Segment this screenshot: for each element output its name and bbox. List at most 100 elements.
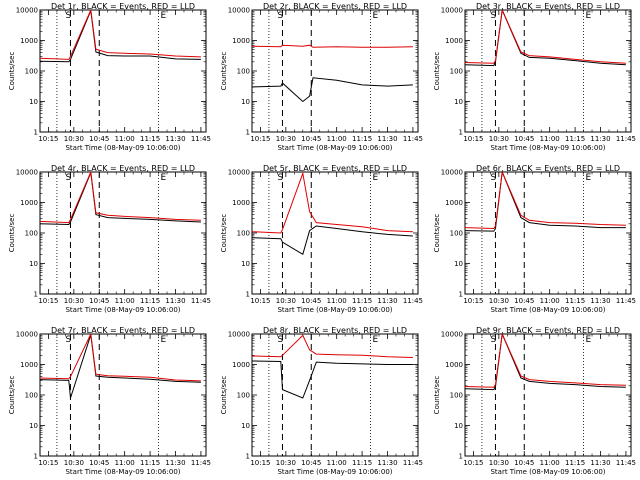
x-tick-label: 10:30 xyxy=(276,135,296,143)
x-tick-label: 11:45 xyxy=(616,459,636,467)
x-tick-label: 11:15 xyxy=(140,297,160,305)
x-tick-label: 10:30 xyxy=(64,459,84,467)
series-group xyxy=(40,172,201,226)
end-marker-label: E xyxy=(586,335,592,345)
events-series-line xyxy=(252,360,413,399)
x-tick-label: 10:15 xyxy=(463,135,483,143)
y-tick-label: 10000 xyxy=(441,169,463,177)
series-group xyxy=(465,334,626,391)
x-axis-label: Start Time (08-May-09 10:06:00) xyxy=(277,468,392,476)
x-tick-label: 11:45 xyxy=(616,135,636,143)
x-tick-label: 10:15 xyxy=(250,459,270,467)
x-tick-label: 10:15 xyxy=(250,135,270,143)
y-tick-label: 10 xyxy=(29,422,38,430)
start-marker-label: S xyxy=(65,11,71,21)
plot-frame xyxy=(251,9,419,133)
x-tick-label: 11:15 xyxy=(140,459,160,467)
chart-panel-9: Det 9r, BLACK = Events, RED = LLD 1 10 100 1… xyxy=(433,326,636,476)
chart-title: Det 1r, BLACK = Events, RED = LLD xyxy=(51,2,195,11)
start-marker-label: S xyxy=(277,335,283,345)
x-tick-label: 11:45 xyxy=(616,297,636,305)
x-tick-label: 10:45 xyxy=(301,135,321,143)
x-tick-label: 11:00 xyxy=(327,135,347,143)
x-tick-label: 10:45 xyxy=(514,135,534,143)
y-tick-label: 1000 xyxy=(20,199,38,207)
plot-frame xyxy=(251,333,419,457)
y-tick-label: 1 xyxy=(34,453,38,461)
start-marker-label: S xyxy=(490,173,496,183)
x-tick-label: 11:30 xyxy=(590,459,610,467)
events-series-line xyxy=(40,334,201,399)
y-tick-label: 10000 xyxy=(441,7,463,15)
y-tick-label: 1000 xyxy=(445,361,463,369)
y-axis-label: Counts/sec xyxy=(8,376,16,415)
y-axis-label: Counts/sec xyxy=(220,214,228,253)
y-tick-label: 100 xyxy=(450,230,463,238)
x-tick-label: 10:45 xyxy=(89,297,109,305)
end-marker-label: E xyxy=(373,335,379,345)
y-tick-label: 10000 xyxy=(441,331,463,339)
chart-title: Det 5r, BLACK = Events, RED = LLD xyxy=(263,164,407,173)
x-tick-label: 10:30 xyxy=(276,297,296,305)
x-tick-label: 10:45 xyxy=(301,297,321,305)
x-tick-label: 10:45 xyxy=(514,297,534,305)
lld-series-line xyxy=(40,10,201,60)
x-tick-label: 11:00 xyxy=(327,459,347,467)
x-tick-label: 11:00 xyxy=(540,459,560,467)
x-tick-label: 10:30 xyxy=(64,135,84,143)
y-tick-label: 1000 xyxy=(232,361,250,369)
x-tick-label: 10:30 xyxy=(489,135,509,143)
chart-panel-8: Det 8r, BLACK = Events, RED = LLD 1 10 100 1… xyxy=(220,326,423,476)
chart-title: Det 7r, BLACK = Events, RED = LLD xyxy=(51,326,195,335)
series-group xyxy=(252,172,413,256)
y-tick-label: 100 xyxy=(25,68,38,76)
y-tick-label: 10 xyxy=(241,260,250,268)
start-marker-label: S xyxy=(490,335,496,345)
end-marker-label: E xyxy=(373,173,379,183)
y-tick-label: 10 xyxy=(241,98,250,106)
y-tick-label: 1 xyxy=(459,453,463,461)
y-tick-label: 10 xyxy=(454,260,463,268)
x-tick-label: 11:30 xyxy=(377,459,397,467)
events-series-line xyxy=(40,172,201,226)
lld-series-line xyxy=(40,334,201,382)
x-tick-label: 11:45 xyxy=(191,459,211,467)
series-group xyxy=(465,172,626,232)
events-series-line xyxy=(465,334,626,391)
lld-series-line xyxy=(465,334,626,388)
y-tick-label: 100 xyxy=(450,68,463,76)
end-marker-label: E xyxy=(586,173,592,183)
x-tick-label: 11:15 xyxy=(565,135,585,143)
x-axis-label: Start Time (08-May-09 10:06:00) xyxy=(65,468,180,476)
plot-frame xyxy=(39,9,207,133)
x-tick-label: 11:15 xyxy=(352,135,372,143)
y-tick-label: 1 xyxy=(246,453,250,461)
lld-series-line xyxy=(40,172,201,224)
x-tick-label: 11:45 xyxy=(191,135,211,143)
y-axis-label: Counts/sec xyxy=(433,52,441,91)
x-tick-label: 10:15 xyxy=(250,297,270,305)
x-axis-label: Start Time (08-May-09 10:06:00) xyxy=(490,306,605,314)
y-tick-label: 1000 xyxy=(20,361,38,369)
x-axis-label: Start Time (08-May-09 10:06:00) xyxy=(277,306,392,314)
events-series-line xyxy=(252,77,413,103)
y-tick-label: 10 xyxy=(29,98,38,106)
events-series-line xyxy=(465,10,626,67)
end-marker-label: E xyxy=(161,11,167,21)
x-tick-label: 11:30 xyxy=(165,135,185,143)
x-tick-label: 11:00 xyxy=(115,135,135,143)
chart-panel-4: Det 4r, BLACK = Events, RED = LLD 1 10 100 1… xyxy=(8,164,211,314)
x-tick-label: 11:15 xyxy=(565,297,585,305)
plot-frame xyxy=(464,9,632,133)
y-tick-label: 100 xyxy=(237,68,250,76)
start-marker-label: S xyxy=(65,173,71,183)
chart-title: Det 3r, BLACK = Events, RED = LLD xyxy=(476,2,620,11)
y-tick-label: 1000 xyxy=(232,37,250,45)
y-tick-label: 1000 xyxy=(232,199,250,207)
chart-panel-3: Det 3r, BLACK = Events, RED = LLD 1 10 100 1… xyxy=(433,2,636,152)
y-axis-label: Counts/sec xyxy=(8,214,16,253)
x-tick-label: 10:15 xyxy=(38,135,58,143)
y-tick-label: 10 xyxy=(241,422,250,430)
y-axis-label: Counts/sec xyxy=(220,376,228,415)
x-tick-label: 11:15 xyxy=(352,297,372,305)
